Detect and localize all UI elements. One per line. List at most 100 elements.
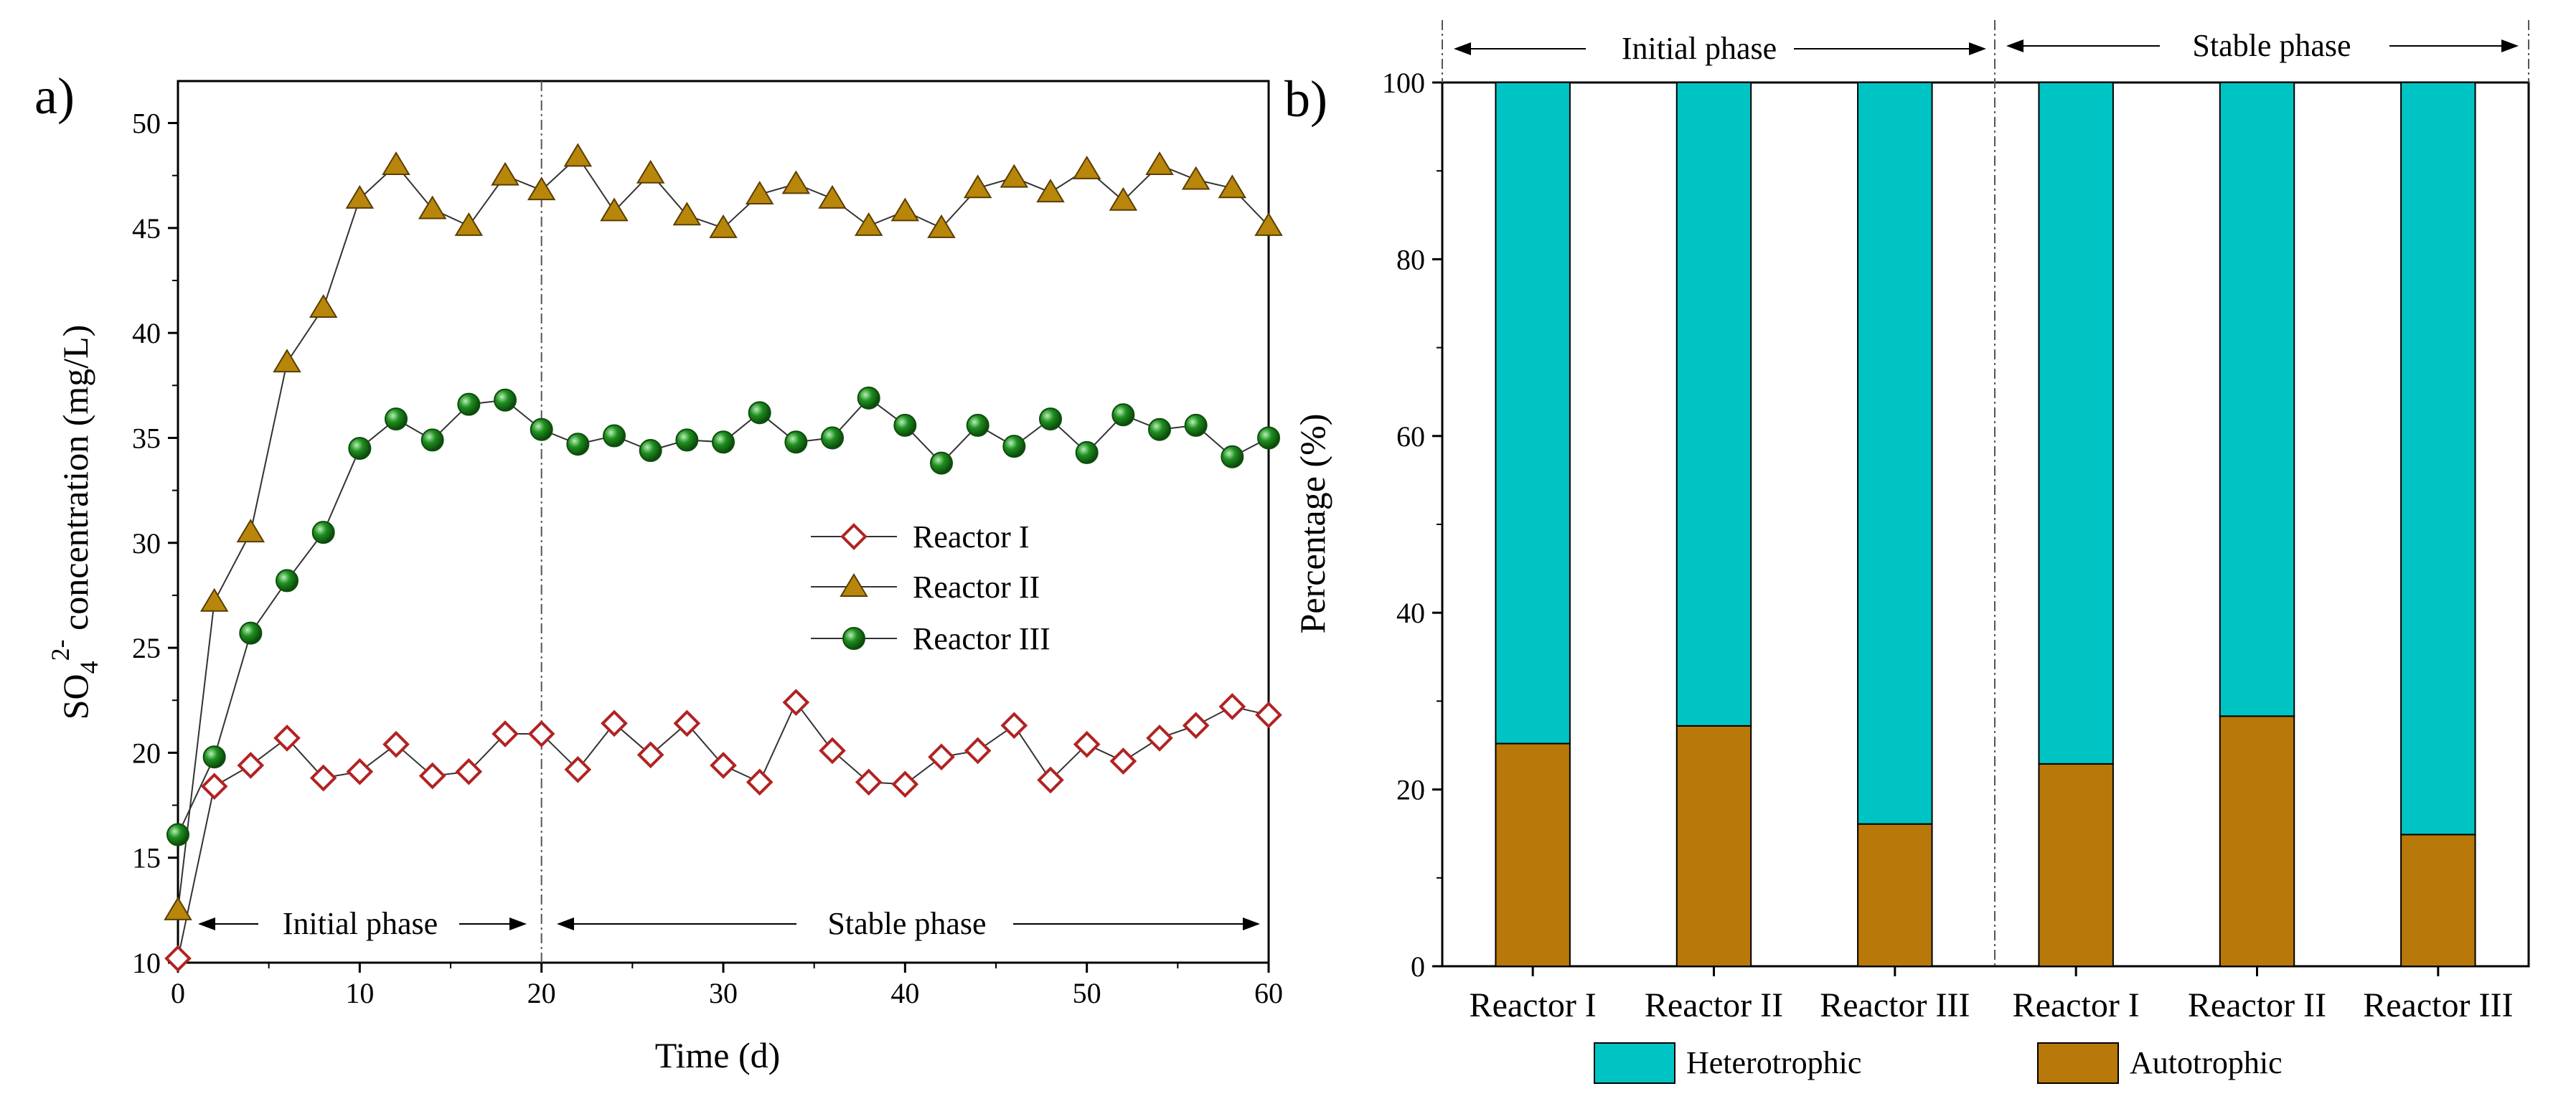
panel-a-y-axis-title: SO42- concentration (mg/L) [46, 325, 103, 720]
bar-autotrophic [2219, 715, 2295, 967]
legend-marker-reactor-iii [842, 627, 865, 650]
data-point [639, 439, 662, 463]
data-point [1109, 747, 1137, 775]
data-point [492, 720, 519, 747]
data-point [600, 197, 629, 222]
data-point [890, 197, 920, 222]
y-tick-label: 45 [132, 212, 161, 245]
y-tick-label: 50 [132, 108, 161, 140]
data-point [236, 519, 265, 543]
data-point [963, 174, 992, 199]
data-point [530, 417, 553, 441]
y-tick-label: 60 [1396, 420, 1425, 453]
data-point [276, 569, 299, 593]
data-point [346, 758, 374, 785]
category-label: Reactor III [1820, 986, 1970, 1024]
data-point [784, 430, 808, 454]
data-point [1221, 445, 1244, 468]
data-point [1109, 187, 1138, 211]
y-tick-label: 40 [1396, 597, 1425, 629]
data-point [420, 428, 444, 452]
panel-a-stable-arrowhead-right [1243, 917, 1260, 930]
x-tick-label: 20 [527, 977, 556, 1009]
data-point [712, 430, 735, 454]
bar-heterotrophic [1495, 82, 1571, 745]
legend-label-reactor-i: Reactor I [913, 519, 1029, 554]
bar-autotrophic [1495, 742, 1571, 967]
data-point [1000, 164, 1029, 188]
y-tick-label: 100 [1382, 67, 1425, 99]
data-point [527, 176, 556, 201]
bar-heterotrophic [2400, 82, 2476, 836]
data-point [200, 773, 228, 801]
panel-a-legend: Reactor I Reactor II Reactor III [811, 519, 1050, 656]
data-point [166, 823, 189, 846]
panel-b-initial-arrowhead-left [1454, 42, 1471, 55]
panel-b-initial-phase-label: Initial phase [1622, 31, 1777, 66]
panel-b-stable-arrowhead-left [2006, 39, 2023, 52]
data-point [385, 407, 408, 431]
x-tick-label: 40 [890, 977, 919, 1009]
data-point [928, 743, 955, 771]
data-point [199, 587, 229, 612]
data-point [891, 770, 919, 798]
data-point [603, 424, 626, 448]
data-point [348, 437, 372, 461]
legend-label-reactor-ii: Reactor II [913, 570, 1040, 605]
panel-a-x-ticks: 0 10 20 30 40 50 60 [171, 963, 1283, 1009]
data-point [675, 428, 699, 452]
data-point [673, 709, 701, 737]
data-point [672, 202, 702, 226]
data-point [527, 720, 555, 747]
data-point [927, 214, 956, 238]
data-point [781, 170, 811, 194]
data-point [1148, 417, 1171, 441]
data-point [601, 709, 628, 737]
data-point [491, 161, 520, 186]
y-tick-label: 80 [1396, 243, 1425, 275]
data-point [1037, 766, 1064, 794]
legend-swatch-autotrophic [2037, 1042, 2119, 1084]
y-tick-label: 35 [132, 422, 161, 454]
data-point [1036, 179, 1065, 203]
ylabel-superscript: 2- [46, 639, 75, 661]
data-point [1218, 174, 1247, 199]
data-point [1182, 712, 1210, 740]
data-point [710, 752, 737, 779]
data-point [748, 401, 771, 425]
legend-marker-reactor-i [840, 523, 868, 550]
bar-autotrophic [1857, 823, 1933, 967]
data-point [164, 896, 192, 920]
data-point [782, 689, 810, 716]
data-point [382, 151, 410, 176]
data-point [309, 764, 337, 792]
legend-entry-reactor-i: Reactor I [811, 519, 1029, 554]
panel-a-series [164, 143, 1283, 972]
ylabel-tail: concentration (mg/L) [55, 325, 95, 640]
category-label: Reactor III [2363, 986, 2513, 1024]
y-tick-label: 15 [132, 842, 161, 874]
data-point [818, 184, 847, 209]
panel-a-label: a) [34, 67, 75, 125]
data-point [494, 388, 517, 412]
panel-a-phase-initial: Initial phase [198, 906, 527, 941]
bar-autotrophic [2038, 763, 2114, 967]
panel-b-y-axis-title: Percentage (%) [1292, 414, 1332, 634]
x-tick-label: 50 [1073, 977, 1101, 1009]
panel-b-bars [1495, 82, 2476, 967]
panel-b-initial-arrowhead-right [1969, 42, 1986, 55]
data-point [966, 413, 989, 437]
ylabel-main: SO [55, 674, 95, 719]
data-point [273, 349, 301, 373]
data-point [1184, 413, 1208, 437]
data-point [930, 451, 953, 475]
legend-entry-reactor-iii: Reactor III [811, 621, 1050, 656]
legend-label-heterotrophic: Heterotrophic [1686, 1045, 1861, 1080]
data-point [1000, 712, 1028, 740]
data-point [1075, 440, 1099, 464]
category-label: Reactor I [2013, 986, 2140, 1024]
bar-heterotrophic [1857, 82, 1933, 825]
panel-a-stable-arrowhead-left [557, 917, 574, 930]
legend-entry-reactor-ii: Reactor II [811, 570, 1040, 605]
